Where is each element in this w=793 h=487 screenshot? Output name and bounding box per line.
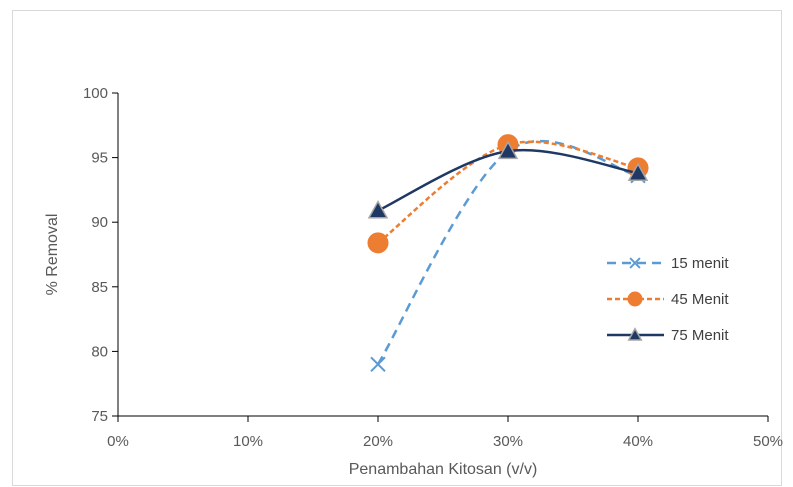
legend-item: 45 Menit xyxy=(607,291,729,308)
y-tick-label: 90 xyxy=(91,214,108,231)
y-tick-label: 85 xyxy=(91,279,108,296)
series-3 xyxy=(367,140,649,219)
legend-swatch-marker xyxy=(627,327,643,341)
legend-swatch-marker xyxy=(629,257,641,269)
x-tick-label: 40% xyxy=(623,433,653,450)
x-tick-label: 20% xyxy=(363,433,393,450)
y-tick-label: 80 xyxy=(91,343,108,360)
legend-label: 75 Menit xyxy=(671,327,729,344)
series-1 xyxy=(370,139,646,373)
series-layer xyxy=(367,134,649,373)
legend-label: 45 Menit xyxy=(671,291,729,308)
data-point-marker xyxy=(627,162,649,182)
x-axis-title: Penambahan Kitosan (v/v) xyxy=(349,461,538,478)
data-point-marker xyxy=(367,232,389,254)
data-point-marker xyxy=(367,200,389,219)
y-tick-label: 95 xyxy=(91,150,108,167)
x-tick-label: 0% xyxy=(107,433,129,450)
x-tick-label: 30% xyxy=(493,433,523,450)
marker-stroke xyxy=(629,257,641,269)
legend-label: 15 menit xyxy=(671,255,729,272)
data-point-marker xyxy=(497,140,519,160)
x-tick-label: 50% xyxy=(753,433,783,450)
legend-item: 75 Menit xyxy=(607,327,729,344)
y-tick-label: 100 xyxy=(83,85,108,102)
legend-item: 15 menit xyxy=(607,255,729,272)
marker-stroke xyxy=(370,356,386,373)
legend-swatch-marker xyxy=(627,291,643,307)
x-tick-label: 10% xyxy=(233,433,263,450)
legend: 15 menit 45 Menit 75 Menit xyxy=(607,255,729,344)
chart-frame xyxy=(12,10,782,486)
axes: 75 80 85 90 95 100 0% 10% 20% 30% 40% 50% xyxy=(83,85,783,450)
y-axis-title: % Removal xyxy=(44,214,61,296)
y-tick-label: 75 xyxy=(91,408,108,425)
data-point-marker xyxy=(370,356,386,373)
series-line xyxy=(376,139,639,365)
